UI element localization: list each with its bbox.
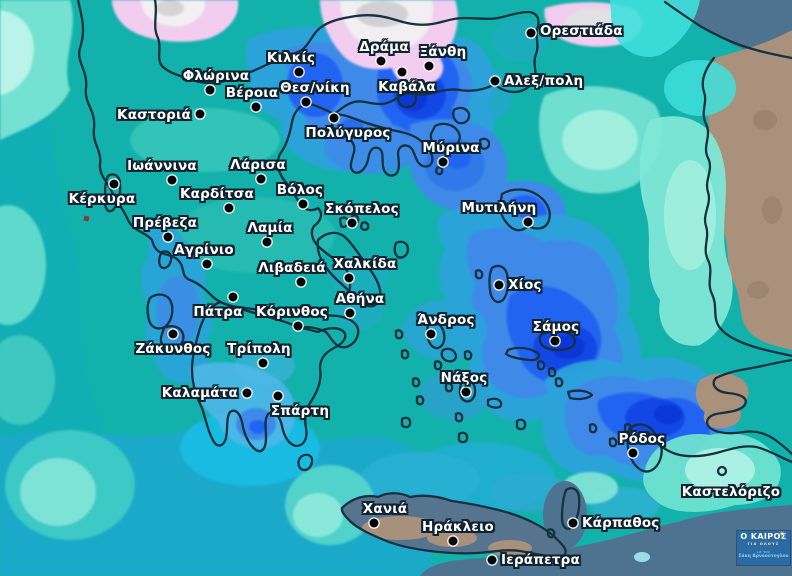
city-label: Ζάκυνθος — [135, 341, 211, 357]
city-dot — [369, 518, 379, 528]
city-dot — [550, 336, 560, 346]
city-label: Χανιά — [362, 501, 408, 517]
city-dot — [168, 329, 178, 339]
city-label: Αθήνα — [335, 291, 385, 307]
city-label: Ορεστιάδα — [540, 23, 623, 39]
city-label: Πολύγυρος — [305, 125, 391, 141]
city-dot — [628, 448, 638, 458]
logo-subtitle: ΓΙΑ ΟΛΟΥΣ — [747, 542, 780, 546]
city-label: Χαλκίδα — [333, 256, 397, 272]
city-label: Κάρπαθος — [582, 515, 660, 531]
city-dot — [526, 28, 536, 38]
city-dot — [568, 518, 578, 528]
city-label: Φλώρινα — [182, 68, 250, 84]
city-label: Αγρίνιο — [174, 242, 234, 258]
city-label: Λιβαδειά — [258, 260, 326, 276]
city-label: Κιλκίς — [266, 50, 316, 66]
city-label: Καλαμάτα — [161, 385, 238, 401]
logo-title-text: Ο ΚΑΙΡΟΣ — [740, 532, 787, 541]
logo-byline-prefix: με τον — [757, 549, 770, 554]
city-dot — [461, 387, 471, 397]
city-dot — [376, 56, 386, 66]
city-dot — [109, 179, 119, 189]
city-dot — [258, 358, 268, 368]
city-label: Νάξος — [440, 370, 488, 386]
city-dot — [195, 109, 205, 119]
city-dot — [487, 555, 497, 565]
city-label: Θεσ/νίκη — [280, 80, 350, 96]
city-label: Βόλος — [276, 182, 324, 198]
city-label: Κέρκυρα — [68, 191, 136, 207]
city-label: Λαμία — [247, 220, 293, 236]
city-label: Σκόπελος — [325, 201, 399, 217]
city-dot — [329, 113, 339, 123]
city-dot — [344, 273, 354, 283]
city-label: Ρόδος — [618, 431, 666, 447]
terrain-landmass — [83, 0, 792, 556]
city-label: Κόρινθος — [255, 304, 329, 320]
city-label: Μύρινα — [422, 140, 480, 156]
city-dot — [262, 237, 272, 247]
city-label: Αλεξ/πολη — [504, 73, 584, 89]
city-dot — [397, 67, 407, 77]
city-label: Πάτρα — [193, 304, 243, 320]
city-dot — [494, 280, 504, 290]
city-label: Καστοριά — [117, 107, 191, 123]
city-label: Άνδρος — [417, 312, 475, 328]
city-label: Καβάλα — [378, 79, 436, 95]
city-label: Βέροια — [225, 85, 279, 101]
city-label: Ηράκλειο — [421, 519, 495, 535]
city-label: Ιωάννινα — [127, 158, 197, 174]
city-dot — [523, 217, 533, 227]
city-dot — [426, 329, 436, 339]
city-dot — [296, 277, 306, 287]
city-dot — [251, 102, 261, 112]
weather-show-logo: ☀ Ο ΚΑΙΡΟΣ ΓΙΑ ΟΛΟΥΣ με τον Σάκη Αρναούτο… — [737, 531, 790, 565]
city-dot — [202, 259, 212, 269]
city-dot — [490, 76, 500, 86]
city-dot — [205, 85, 215, 95]
city-label: Ξάνθη — [419, 44, 467, 60]
city-dot — [293, 321, 303, 331]
city-dot — [163, 232, 173, 242]
city-label: Μυτιλήνη — [461, 200, 537, 216]
logo-presenter-name: Σάκη Αρναούτογλου — [738, 554, 789, 559]
city-dot — [224, 203, 234, 213]
city-dot — [347, 218, 357, 228]
city-label: Καρδίτσα — [180, 186, 254, 202]
city-label: Χίος — [508, 277, 542, 293]
city-dot — [298, 199, 308, 209]
city-dot — [345, 308, 355, 318]
city-label: Λάρισα — [230, 157, 286, 173]
city-dot — [167, 175, 177, 185]
city-dot — [448, 536, 458, 546]
city-label: Τρίπολη — [227, 341, 291, 357]
city-dot — [424, 61, 434, 71]
city-label: Καστελόριζο — [681, 484, 781, 500]
city-dot — [228, 292, 238, 302]
city-label: Σπάρτη — [270, 403, 330, 419]
city-dot — [273, 391, 283, 401]
city-label: Δράμα — [359, 39, 409, 55]
city-label: Ιεράπετρα — [501, 552, 581, 568]
city-dot — [438, 157, 448, 167]
city-dot — [256, 174, 266, 184]
logo-title: ☀ Ο ΚΑΙΡΟΣ — [737, 531, 790, 542]
city-dot — [301, 97, 311, 107]
city-dot — [242, 388, 252, 398]
city-dot — [294, 67, 304, 77]
city-label: Σάμος — [532, 319, 580, 335]
city-label: Πρέβεζα — [132, 215, 198, 231]
